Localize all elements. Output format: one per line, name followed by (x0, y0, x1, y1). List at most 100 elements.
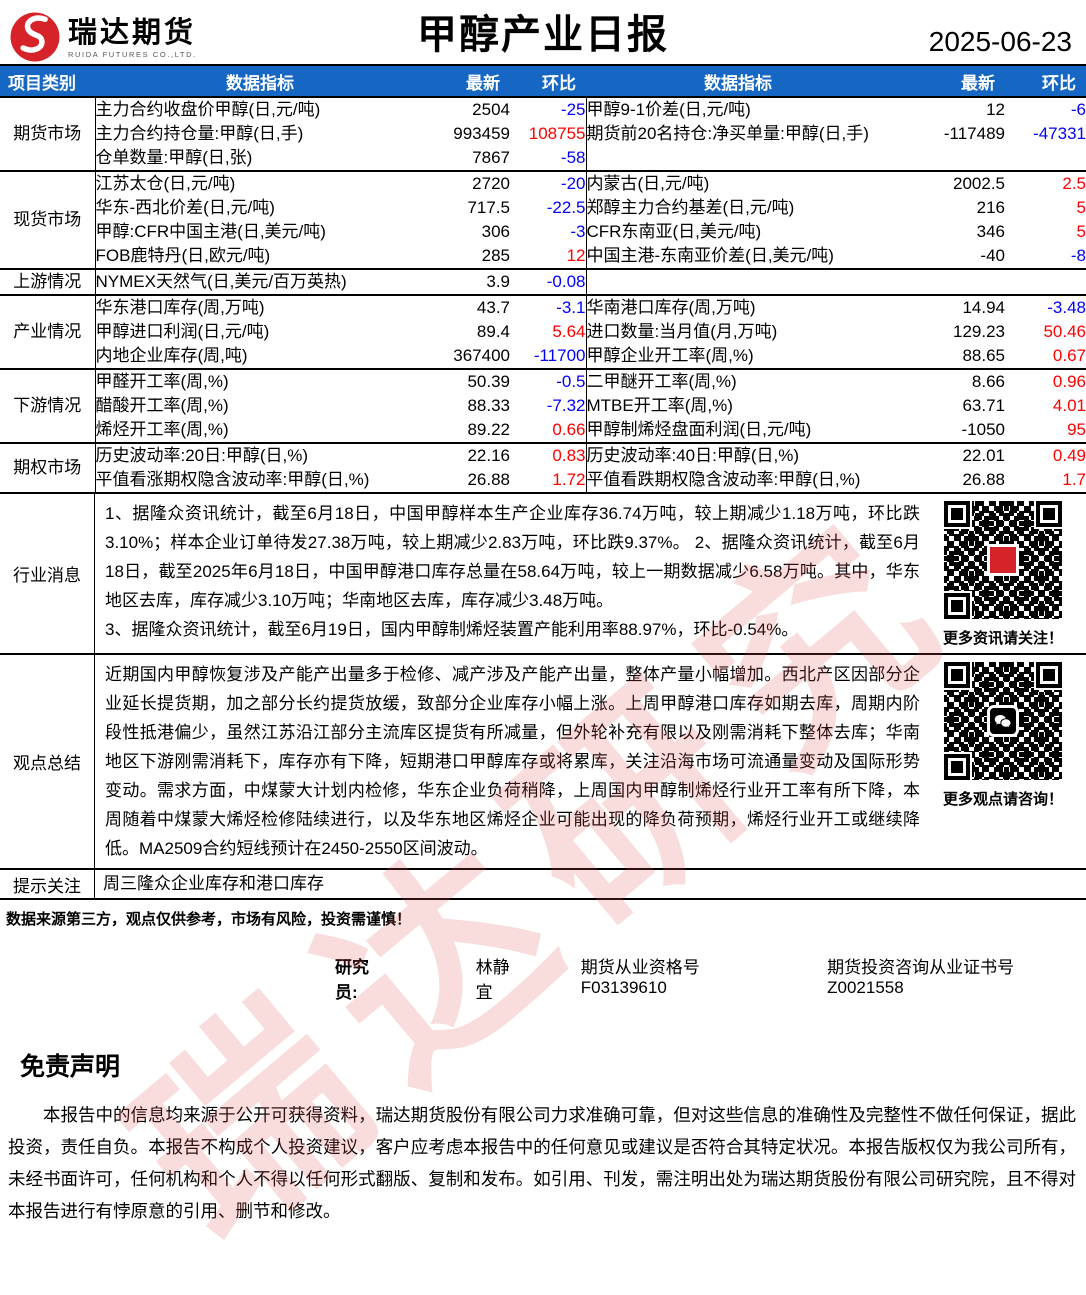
indicator-label: FOB鹿特丹(日,欧元/吨) (95, 246, 271, 265)
indicator-label: 甲醇9-1价差(日,元/吨) (585, 97, 890, 122)
chain-value: -7.32 (546, 396, 586, 415)
table-row: 甲醇进口利润(日,元/吨) 89.4 5.64 进口数量:当月值(月,万吨) 129.2… (0, 320, 1086, 344)
industry-news-text: 1、据隆众资讯统计，截至6月18日，中国甲醇样本生产企业库存36.74万吨，较上… (105, 504, 920, 639)
indicator-label (585, 146, 890, 171)
col-header-category: 项目类别 (8, 73, 76, 93)
indicator-label: 甲醇进口利润(日,元/吨) (95, 322, 270, 341)
table-row: 烯烃开工率(周,%) 89.22 0.66 甲醇制烯烃盘面利润(日,元/吨) -1050… (0, 418, 1086, 443)
researcher-cert2: 期货投资咨询从业证书号Z0021558 (827, 958, 1015, 997)
indicator-label: 烯烃开工率(周,%) (95, 420, 229, 439)
company-name: 瑞达期货 (68, 17, 197, 49)
table-row: 下游情况 甲醛开工率(周,%) 50.39 -0.5 二甲醚开工率(周,%) 8.66 0.… (0, 369, 1086, 443)
table-row: 醋酸开工率(周,%) 88.33 -7.32 MTBE开工率(周,%) 63.71 4.0… (0, 394, 1086, 418)
page-title: 甲醇产业日报 (417, 13, 669, 57)
chain-value: 95 (1067, 420, 1086, 439)
chain-value: 5.64 (552, 322, 586, 341)
latest-value: 3.9 (486, 272, 510, 291)
indicator-label: 甲醛开工率(周,%) (95, 372, 229, 391)
company-logo: 瑞达期货 RUIDA FUTURES CO.,LTD. (8, 10, 197, 64)
chain-value: -8 (1070, 246, 1086, 265)
category-label: 期货市场 (0, 97, 96, 171)
company-name-en: RUIDA FUTURES CO.,LTD. (68, 50, 197, 59)
chain-value: -58 (560, 148, 586, 167)
indicator-label: 甲醇:CFR中国主港(日,美元/吨) (95, 222, 326, 241)
table-row: 主力合约持仓量:甲醇(日,手) 993459 108755 期货前20名持仓:净买单量… (0, 122, 1086, 146)
section-alert: 提示关注 周三隆众企业库存和港口库存 (0, 870, 1086, 900)
indicator-label: 华东-西北价差(日,元/吨) (95, 198, 275, 217)
latest-value: 12 (986, 100, 1005, 119)
latest-value: 7867 (472, 148, 510, 167)
wechat-icon (987, 705, 1019, 737)
latest-value: -117489 (943, 124, 1005, 143)
category-label: 上游情况 (0, 269, 96, 295)
latest-value: 88.33 (467, 396, 510, 415)
indicator-label: 华东港口库存(周,万吨) (95, 298, 265, 317)
chain-value (1005, 269, 1086, 295)
chain-value: -0.5 (556, 372, 586, 391)
chain-value: -3.48 (1047, 298, 1086, 317)
qr-finder-icon (944, 501, 970, 527)
chain-value: 12 (566, 246, 586, 265)
latest-value: -1050 (961, 420, 1005, 439)
qr-code-consult (944, 662, 1062, 780)
report-header: 瑞达期货 RUIDA FUTURES CO.,LTD. 甲醇产业日报 2025-… (0, 0, 1086, 64)
researcher-label: 研究员: (335, 958, 369, 1002)
chain-value: 2.5 (1062, 174, 1086, 193)
indicator-label: 甲醇制烯烃盘面利润(日,元/吨) (585, 418, 890, 443)
latest-value: 285 (481, 246, 510, 265)
alert-text: 周三隆众企业库存和港口库存 (103, 874, 324, 893)
chain-value: 0.96 (1052, 372, 1086, 391)
latest-value: 2720 (472, 174, 510, 193)
chain-value: -3 (570, 222, 586, 241)
qr-code-info (944, 501, 1062, 619)
section-viewpoint: 观点总结 近期国内甲醇恢复涉及产能产出量多于检修、减产涉及产能产出量，整体产量小… (0, 655, 1086, 870)
latest-value: 26.88 (467, 470, 510, 489)
qr-consult-block: 更多观点请咨询！ (928, 660, 1078, 863)
chain-value: -22.5 (546, 198, 586, 217)
researcher-cert1: 期货从业资格号F03139610 (580, 958, 700, 997)
section-futures: 期货市场 主力合约收盘价甲醇(日,元/吨) 2504 -25 甲醇9-1价差(日,元/吨… (0, 97, 1086, 171)
latest-value: 22.01 (962, 446, 1005, 465)
section-upstream: 上游情况 NYMEX天然气(日,美元/百万英热) 3.9 -0.08 (0, 269, 1086, 295)
indicator-label: 期货前20名持仓:净买单量:甲醇(日,手) (585, 122, 890, 146)
category-label: 行业消息 (0, 494, 95, 653)
indicator-label: 江苏太仓(日,元/吨) (95, 174, 236, 193)
section-options: 期权市场 历史波动率:20日:甲醇(日,%) 22.16 0.83 历史波动率:40日:… (0, 443, 1086, 493)
category-label: 观点总结 (0, 655, 95, 868)
qr-info-block: 更多资讯请关注！ (928, 499, 1078, 648)
category-label: 期权市场 (0, 443, 96, 493)
qr-finder-icon (1036, 662, 1062, 688)
risk-note: 数据来源第三方，观点仅供参考，市场有风险，投资需谨慎！ (6, 911, 412, 928)
qr-finder-icon (944, 754, 970, 780)
indicator-label: 醋酸开工率(周,%) (95, 396, 229, 415)
qr-consult-caption: 更多观点请咨询！ (942, 791, 1063, 808)
latest-value: 993459 (453, 124, 510, 143)
latest-value: 50.39 (467, 372, 510, 391)
section-industry: 产业情况 华东港口库存(周,万吨) 43.7 -3.1 华南港口库存(周,万吨) 14.9… (0, 295, 1086, 369)
latest-value: 22.16 (467, 446, 510, 465)
table-row: 期货市场 主力合约收盘价甲醇(日,元/吨) 2504 -25 甲醇9-1价差(日,元/吨… (0, 97, 1086, 171)
report-date: 2025-06-23 (928, 26, 1072, 57)
latest-value: 63.71 (962, 396, 1005, 415)
latest-value: 43.7 (476, 298, 510, 317)
chain-value: 5 (1076, 222, 1086, 241)
col-header-indicator-left: 数据指标 (226, 73, 294, 93)
col-header-latest-left: 最新 (466, 73, 500, 93)
category-label: 产业情况 (0, 295, 96, 369)
indicator-label (585, 269, 890, 295)
chain-value: 1.7 (1062, 470, 1086, 489)
latest-value: 8.66 (971, 372, 1005, 391)
indicator-label: 主力合约收盘价甲醇(日,元/吨) (95, 100, 321, 119)
indicator-label: 历史波动率:40日:甲醇(日,%) (585, 443, 890, 468)
indicator-label: NYMEX天然气(日,美元/百万英热) (95, 272, 347, 291)
chain-value: 0.67 (1052, 346, 1086, 365)
chain-value: -25 (560, 100, 586, 119)
table-row: FOB鹿特丹(日,欧元/吨) 285 12 中国主港-东南亚价差(日,美元/吨) -40… (0, 244, 1086, 269)
latest-value: 2504 (472, 100, 510, 119)
table-row: 平值看涨期权隐含波动率:甲醇(日,%) 26.88 1.72 平值看跌期权隐含波动率:… (0, 468, 1086, 493)
chain-value: -20 (560, 174, 586, 193)
qr-finder-icon (944, 593, 970, 619)
latest-value: 717.5 (467, 198, 510, 217)
table-row: 甲醇:CFR中国主港(日,美元/吨) 306 -3 CFR东南亚(日,美元/吨) 346… (0, 220, 1086, 244)
indicator-label: 平值看跌期权隐含波动率:甲醇(日,%) (585, 468, 890, 493)
